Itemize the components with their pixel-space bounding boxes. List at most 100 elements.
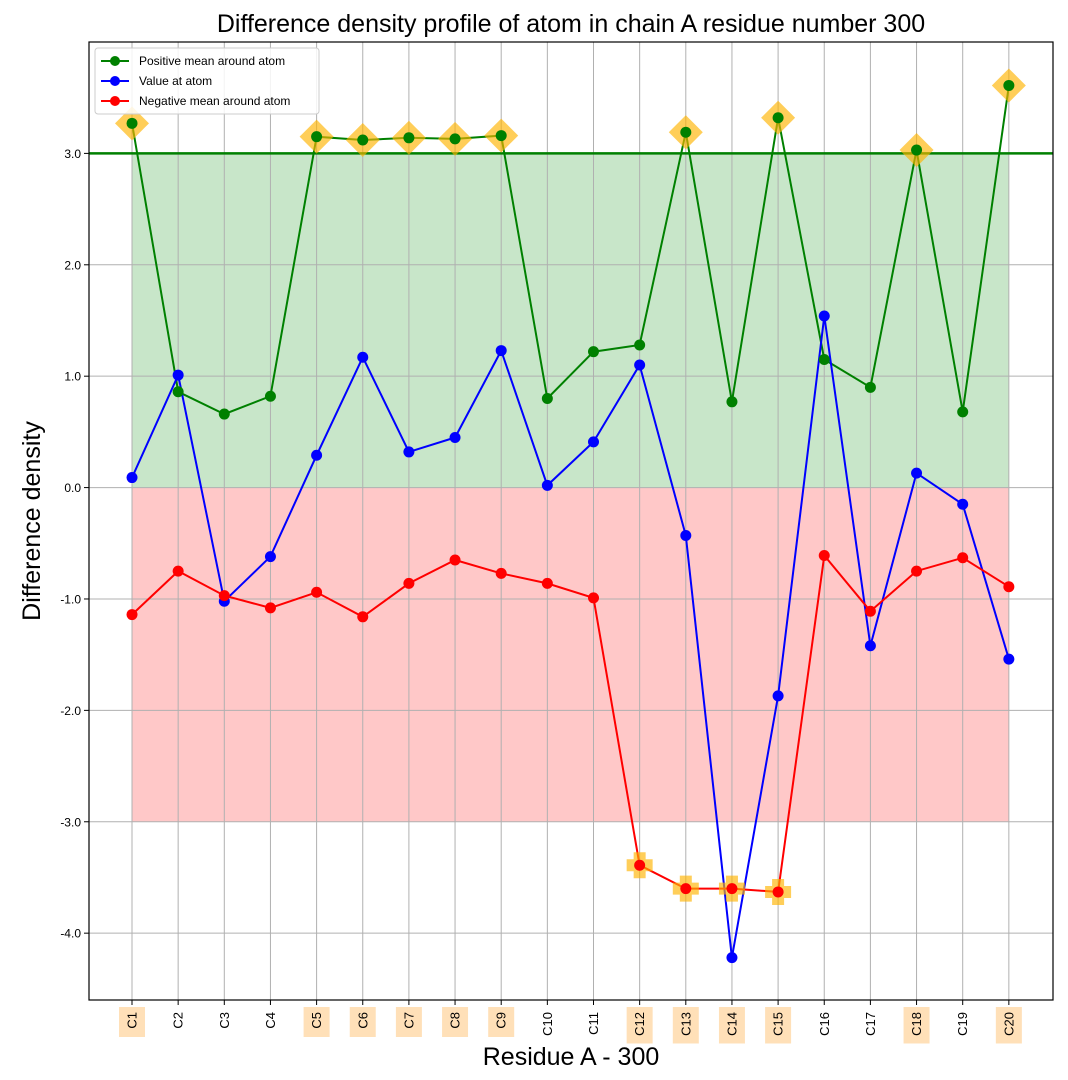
x-tick-highlight <box>442 1007 469 1037</box>
positive-mean-around-atom-line <box>131 85 1010 416</box>
value-at-atom-point <box>911 467 923 479</box>
positive-mean-around-atom-point <box>634 339 646 351</box>
y-tick-label: 2.0 <box>64 258 81 272</box>
plot-area-frame <box>88 41 1054 1001</box>
x-tick-label: C18 <box>909 1012 924 1036</box>
x-tick-label: C19 <box>955 1012 970 1036</box>
x-tick-highlight <box>119 1007 145 1037</box>
legend: Positive mean around atom Value at atom Ne… <box>94 47 320 115</box>
negative-mean-around-atom-point <box>495 567 507 579</box>
value-at-atom-point <box>864 640 876 652</box>
negative-mean-around-atom-point <box>726 883 738 895</box>
x-tick-label: C14 <box>724 1012 739 1036</box>
x-tick-highlight <box>395 1007 422 1037</box>
negative-mean-around-atom-point <box>680 883 692 895</box>
negative-mean-around-atom-point <box>403 577 415 589</box>
negative-mean-around-atom-line <box>131 553 1010 893</box>
positive-mean-around-atom-point <box>172 386 184 398</box>
chart-title: Difference density profile of atom in ch… <box>217 10 925 38</box>
value-at-atom-point <box>126 472 138 484</box>
value-at-atom-point <box>449 431 461 443</box>
x-tick-label: C7 <box>401 1012 416 1029</box>
negative-mean-around-atom-point <box>818 550 830 562</box>
x-tick-highlight <box>626 1007 653 1044</box>
negative-mean-around-atom-point <box>911 565 923 577</box>
value-at-atom-point <box>311 449 323 461</box>
x-tick-label: C20 <box>1001 1012 1016 1036</box>
y-tick-label: 3.0 <box>64 147 81 161</box>
x-tick-highlight <box>488 1007 515 1037</box>
negative-mean-around-atom-point <box>957 552 969 564</box>
value-at-atom-point <box>495 345 507 357</box>
points-layer <box>126 79 1015 964</box>
value-at-atom-point <box>957 498 969 510</box>
legend-swatch-marker <box>110 76 120 86</box>
legend-label: Negative mean around atom <box>139 94 290 108</box>
x-tick-label: C12 <box>632 1012 647 1036</box>
negative-mean-around-atom-point <box>449 554 461 566</box>
y-tick-label: -3.0 <box>60 815 81 829</box>
series-layer <box>131 85 1010 958</box>
negative-mean-around-atom-point <box>264 602 276 614</box>
x-axis-label: Residue A - 300 <box>483 1043 660 1071</box>
value-at-atom-point <box>818 310 830 322</box>
legend-swatch-marker <box>110 96 120 106</box>
value-at-atom-point <box>541 479 553 491</box>
x-axis-ticks: C1 C2 C3 C4 C5 C6 C7 C8 C9 C10 C11 C12 C13 C14 C15 C16 C… <box>119 1000 1022 1044</box>
x-tick-highlight <box>718 1007 745 1044</box>
x-tick-label: C1 <box>125 1012 140 1029</box>
legend-label: Value at atom <box>139 74 212 88</box>
positive-mean-around-atom-point <box>357 134 369 146</box>
negative-mean-around-atom-point <box>1003 581 1015 593</box>
y-tick-label: -2.0 <box>60 704 81 718</box>
value-at-atom-point <box>726 952 738 964</box>
x-tick-label: C15 <box>771 1012 786 1036</box>
negative-mean-around-atom-point <box>541 577 553 589</box>
grid-layer <box>89 42 1053 1000</box>
positive-band <box>132 153 1009 488</box>
value-at-atom-point <box>634 359 646 371</box>
x-tick-label: C16 <box>817 1012 832 1036</box>
positive-mean-around-atom-point <box>541 392 553 404</box>
positive-mean-around-atom-point <box>680 126 692 138</box>
negative-mean-around-atom-point <box>772 886 784 898</box>
x-tick-highlight <box>765 1007 792 1044</box>
positive-mean-around-atom-point <box>911 144 923 156</box>
negative-mean-around-atom-point <box>311 586 323 598</box>
negative-mean-around-atom-point <box>634 859 646 871</box>
negative-mean-around-atom-point <box>588 592 599 604</box>
x-tick-highlight <box>349 1007 376 1037</box>
y-axis-label: Difference density <box>18 421 46 621</box>
value-at-atom-point <box>1003 653 1015 665</box>
positive-mean-around-atom-point <box>818 353 830 365</box>
x-tick-label: C3 <box>217 1012 232 1029</box>
positive-mean-around-atom-point <box>449 133 461 145</box>
x-tick-highlight <box>672 1007 699 1044</box>
legend-entries: Positive mean around atom Value at atom Ne… <box>101 54 290 108</box>
x-tick-label: C8 <box>448 1012 463 1029</box>
y-tick-label: 1.0 <box>64 370 81 384</box>
y-axis-ticks: -4.0 -3.0 -2.0 -1.0 0.0 1.0 2.0 3.0 <box>60 147 89 941</box>
positive-mean-around-atom-point <box>772 112 784 124</box>
negative-mean-around-atom-point <box>172 565 184 577</box>
x-tick-label: C11 <box>586 1012 601 1035</box>
value-at-atom-point <box>357 351 369 363</box>
positive-mean-around-atom-point <box>1003 79 1015 91</box>
x-tick-label: C13 <box>678 1012 693 1036</box>
positive-mean-around-atom-point <box>726 396 738 408</box>
positive-mean-around-atom-point <box>126 117 138 129</box>
positive-mean-around-atom-point <box>403 132 415 144</box>
value-at-atom-point <box>588 436 599 448</box>
value-at-atom-point <box>172 369 184 381</box>
x-tick-highlight <box>995 1007 1022 1044</box>
value-at-atom-point <box>680 529 692 541</box>
positive-mean-around-atom-point <box>957 406 969 418</box>
x-tick-label: C5 <box>309 1012 324 1029</box>
positive-mean-around-atom-point <box>218 408 230 420</box>
value-at-atom-point <box>403 446 415 458</box>
negative-mean-around-atom-point <box>218 590 230 602</box>
x-tick-highlight <box>903 1007 930 1044</box>
negative-mean-around-atom-point <box>126 609 138 621</box>
positive-mean-around-atom-point <box>588 346 599 358</box>
